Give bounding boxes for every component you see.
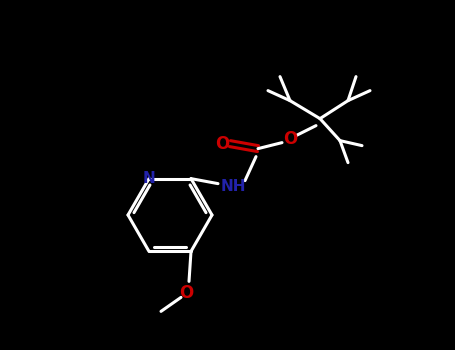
Text: O: O (179, 284, 193, 302)
Text: NH: NH (220, 179, 246, 194)
Text: N: N (142, 171, 155, 186)
Text: O: O (283, 130, 297, 148)
Text: O: O (215, 135, 229, 153)
